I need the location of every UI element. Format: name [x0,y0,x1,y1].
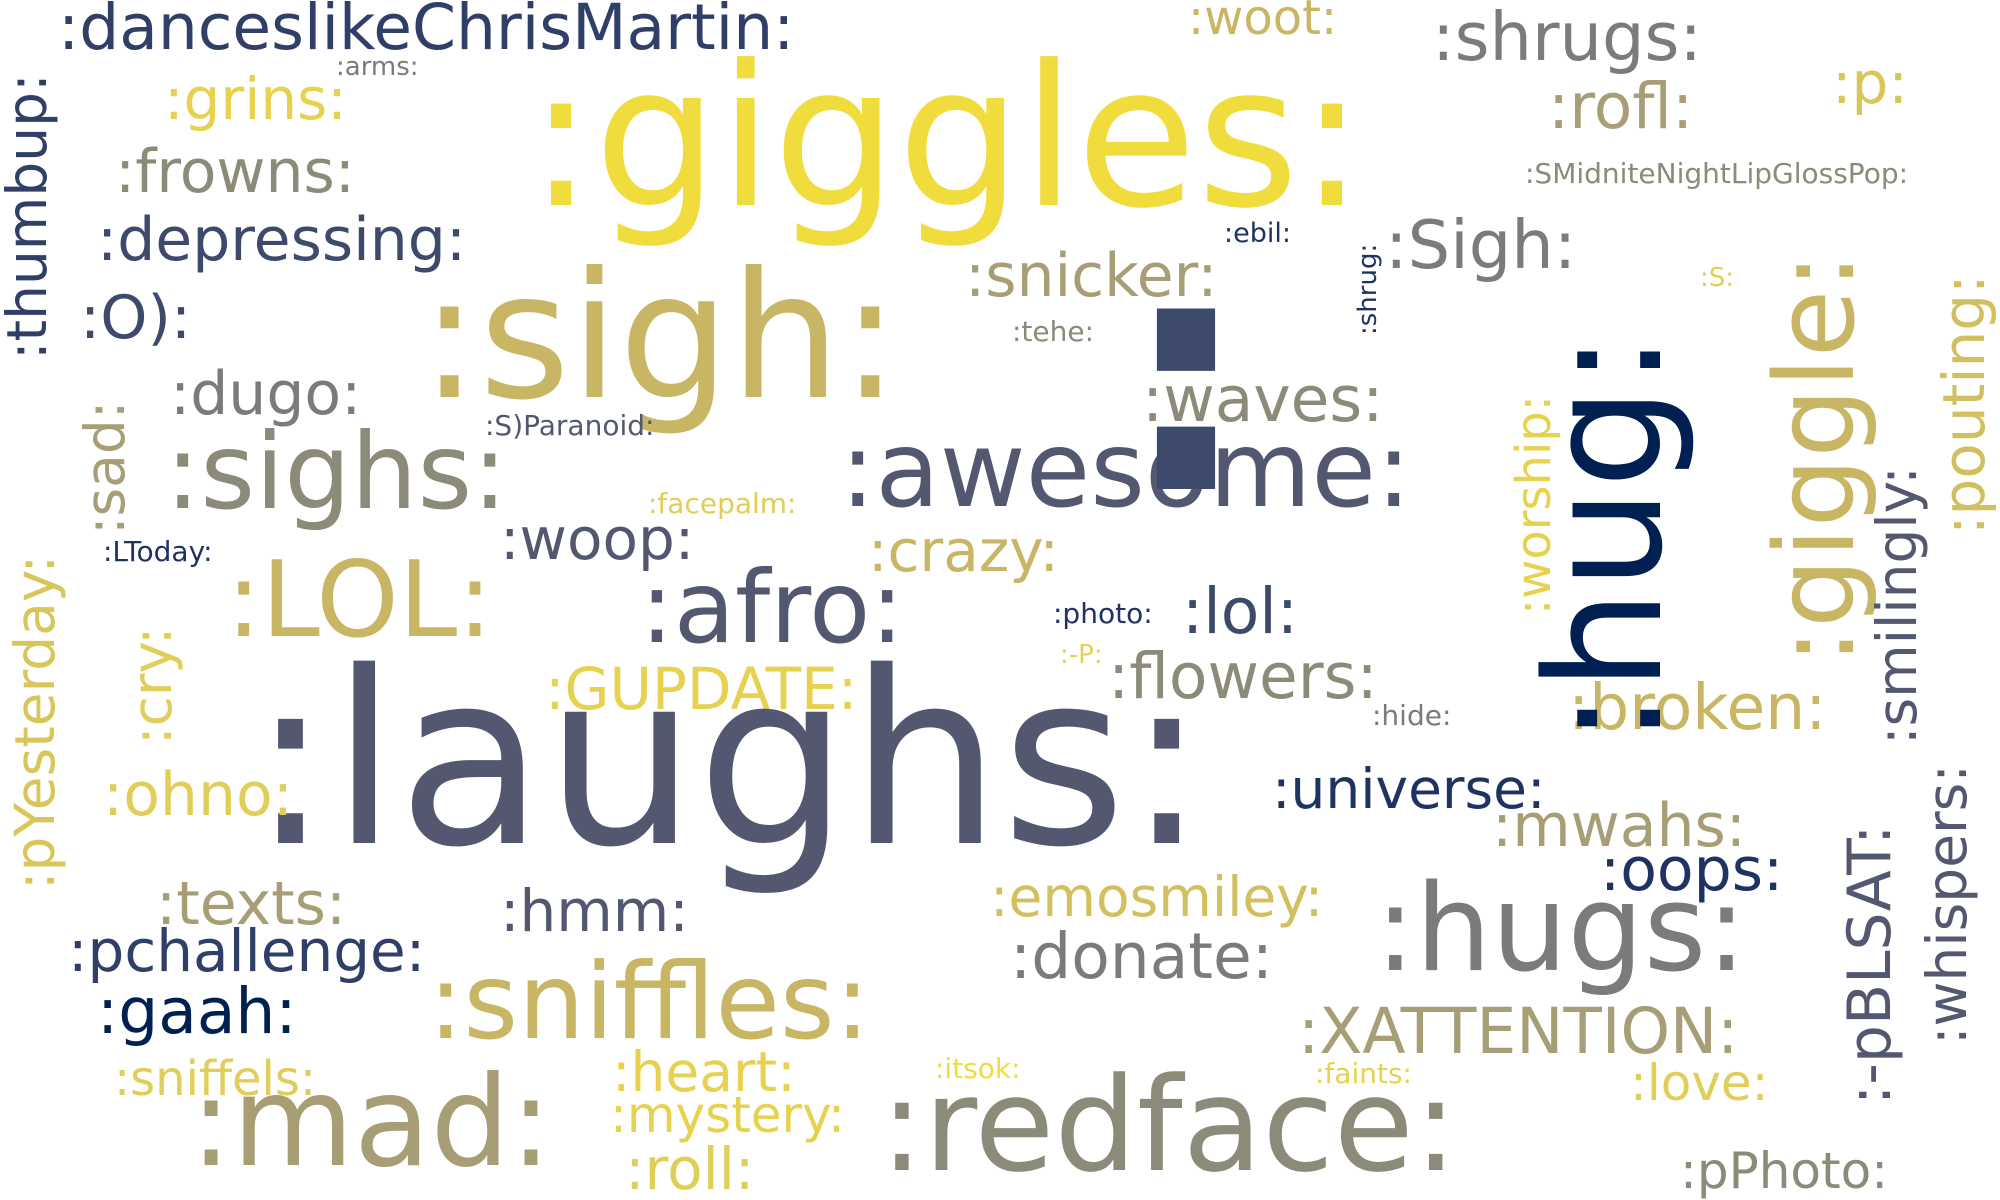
word-ebil: :ebil: [1224,218,1291,249]
word-flowers: :flowers: [1108,640,1378,713]
word-crazy: :crazy: [868,517,1059,585]
word-photo: :photo: [1053,597,1153,630]
word-dugo: :dugo: [170,359,362,429]
word-facepalm: :facepalm: [648,487,797,520]
word-ltoday: :LToday: [103,535,213,568]
word-arms: :arms: [336,52,419,82]
word-texts: :texts: [156,869,347,939]
word-hugs: :hugs: [1375,860,1747,999]
word-pphoto: :pPhoto: [1680,1142,1889,1200]
word-sniffles: :sniffles: [428,941,870,1063]
word-mwahs: :mwahs: [1492,791,1747,861]
word-colon: : [1120,183,1252,567]
word-roll: :roll: [625,1135,755,1200]
word-hmm: :hmm: [500,877,689,945]
word-pyesterday: :pYesterday: [3,555,67,890]
word-pblsat: :-pBLSAT: [1835,824,1905,1105]
word-afro: :afro: [640,549,904,666]
word-broken: :broken: [1568,671,1827,744]
word-hide: :hide: [1372,699,1452,732]
word-waves: :waves: [1142,363,1384,436]
word-lol: :lol: [1182,575,1299,648]
word-faints: :faints: [1315,1057,1412,1090]
word-worship: :worship: [1506,395,1562,615]
word-p: :p: [1832,49,1908,117]
word-gaah: :gaah: [97,975,297,1048]
word-pchallenge: :pchallenge: [68,917,426,985]
word-mystery: :mystery: [610,1086,845,1144]
word-love: :love: [1630,1054,1769,1112]
word-smidnitenightlipglosspop: :SMidniteNightLipGlossPop: [1525,157,1909,190]
word-s: :S: [1700,263,1735,293]
word-frowns: :frowns: [115,137,355,207]
word-laughs: :laughs: [250,620,1208,900]
word-giggles: :giggles: [528,24,1365,252]
word-ohno: :ohno: [103,760,293,830]
word-whispers: :whispers: [1915,764,1979,1045]
word-sad: :sad: [73,400,137,535]
word-shrug: :shrug: [1353,243,1383,335]
word-thumbup: :thumbup: [0,73,59,360]
word-pouting: :pouting: [1930,274,1998,535]
word-shrugs: :shrugs: [1432,0,1702,76]
word-universe: :universe: [1272,757,1546,821]
word-donate: :donate: [1010,920,1273,993]
word-o: :O): [80,283,192,353]
word-lol-caps: :LOL: [226,539,493,661]
word-sniffels: :sniffels: [114,1051,317,1107]
word-rofl: :rofl: [1548,70,1694,143]
word-sigh: :sigh: [420,236,900,439]
word-sighs: :sighs: [165,411,508,533]
word-tehe: :tehe: [1012,315,1095,348]
word-depressing: :depressing: [97,205,467,275]
word-oops: :oops: [1600,835,1784,905]
word-heart: :heart: [612,1040,796,1104]
word-xattention: :XATTENTION: [1298,995,1739,1068]
word-sigh-cap: :Sigh: [1385,206,1577,284]
word-woot: :woot: [1188,0,1338,46]
word-mad: :mad: [190,1050,552,1195]
word-minus-p: :-P: [1060,640,1103,670]
word-redface: :redface: [880,1049,1458,1200]
word-giggle: :giggle: [1751,252,1879,665]
word-snicker: :snicker: [965,241,1218,311]
word-danceslikechrismartin: :danceslikeChrisMartin: [58,0,795,64]
word-itsok: :itsok: [935,1052,1021,1085]
word-smilingly: :smilingly: [1865,466,1929,745]
word-awesome: :awesome: [840,409,1412,531]
word-cry: :cry: [120,626,184,745]
word-sparanoid: :S)Paranoid: [485,409,655,442]
word-woop: :woop: [500,505,695,573]
word-gupdate: :GUPDATE: [545,655,858,723]
word-grins: :grins: [164,65,347,133]
word-emosmiley: :emosmiley: [990,865,1324,929]
